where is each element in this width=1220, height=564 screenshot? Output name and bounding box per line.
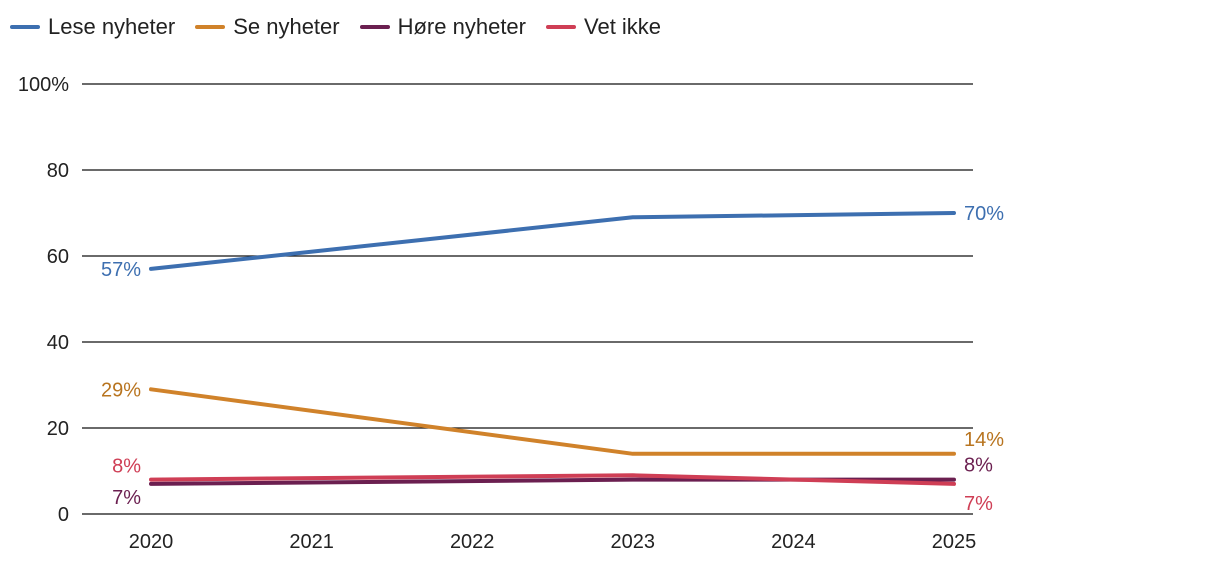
x-tick-label-2022: 2022 [450,531,495,553]
data-label-3: 14% [964,429,1004,451]
x-tick-label-2025: 2025 [932,531,977,553]
legend-swatch-vet-ikke [546,25,576,29]
legend-label-se: Se nyheter [233,14,340,39]
legend-item-vet-ikke: Vet ikke [546,14,661,40]
legend-swatch-se [195,25,226,29]
y-tick-label-60: 60 [47,246,69,268]
legend-swatch-lese [10,25,40,29]
data-label-0: 57% [101,259,141,281]
x-tick-label-2021: 2021 [289,531,334,553]
legend-label-vet-ikke: Vet ikke [584,14,662,39]
series-line-se-nyheter [149,387,956,456]
data-label-6: 8% [964,455,993,477]
x-tick-label-2024: 2024 [771,531,816,553]
y-tick-label-20: 20 [47,418,69,440]
data-label-1: 70% [964,203,1004,225]
y-tick-label-80: 80 [47,160,69,182]
legend-label-lese: Lese nyheter [48,14,176,39]
x-tick-label-2023: 2023 [611,531,656,553]
legend-item-lese: Lese nyheter [10,14,175,40]
data-label-7: 7% [964,493,993,515]
legend-swatch-hore [359,25,390,29]
series-line-lese-nyheter [149,211,956,271]
y-tick-label-0: 0 [58,504,69,526]
chart-legend: Lese nyheter Se nyheter Høre nyheter Vet… [10,14,681,40]
y-tick-label-100: 100% [18,74,69,96]
series-line-vet-ikke [149,473,956,486]
legend-label-hore: Høre nyheter [397,14,526,39]
data-label-5: 7% [112,487,141,509]
data-label-2: 29% [101,379,141,401]
legend-item-se: Se nyheter [195,14,340,40]
y-tick-label-40: 40 [47,332,69,354]
x-tick-label-2020: 2020 [129,531,174,553]
data-label-4: 8% [112,456,141,478]
legend-item-hore: Høre nyheter [359,14,526,40]
